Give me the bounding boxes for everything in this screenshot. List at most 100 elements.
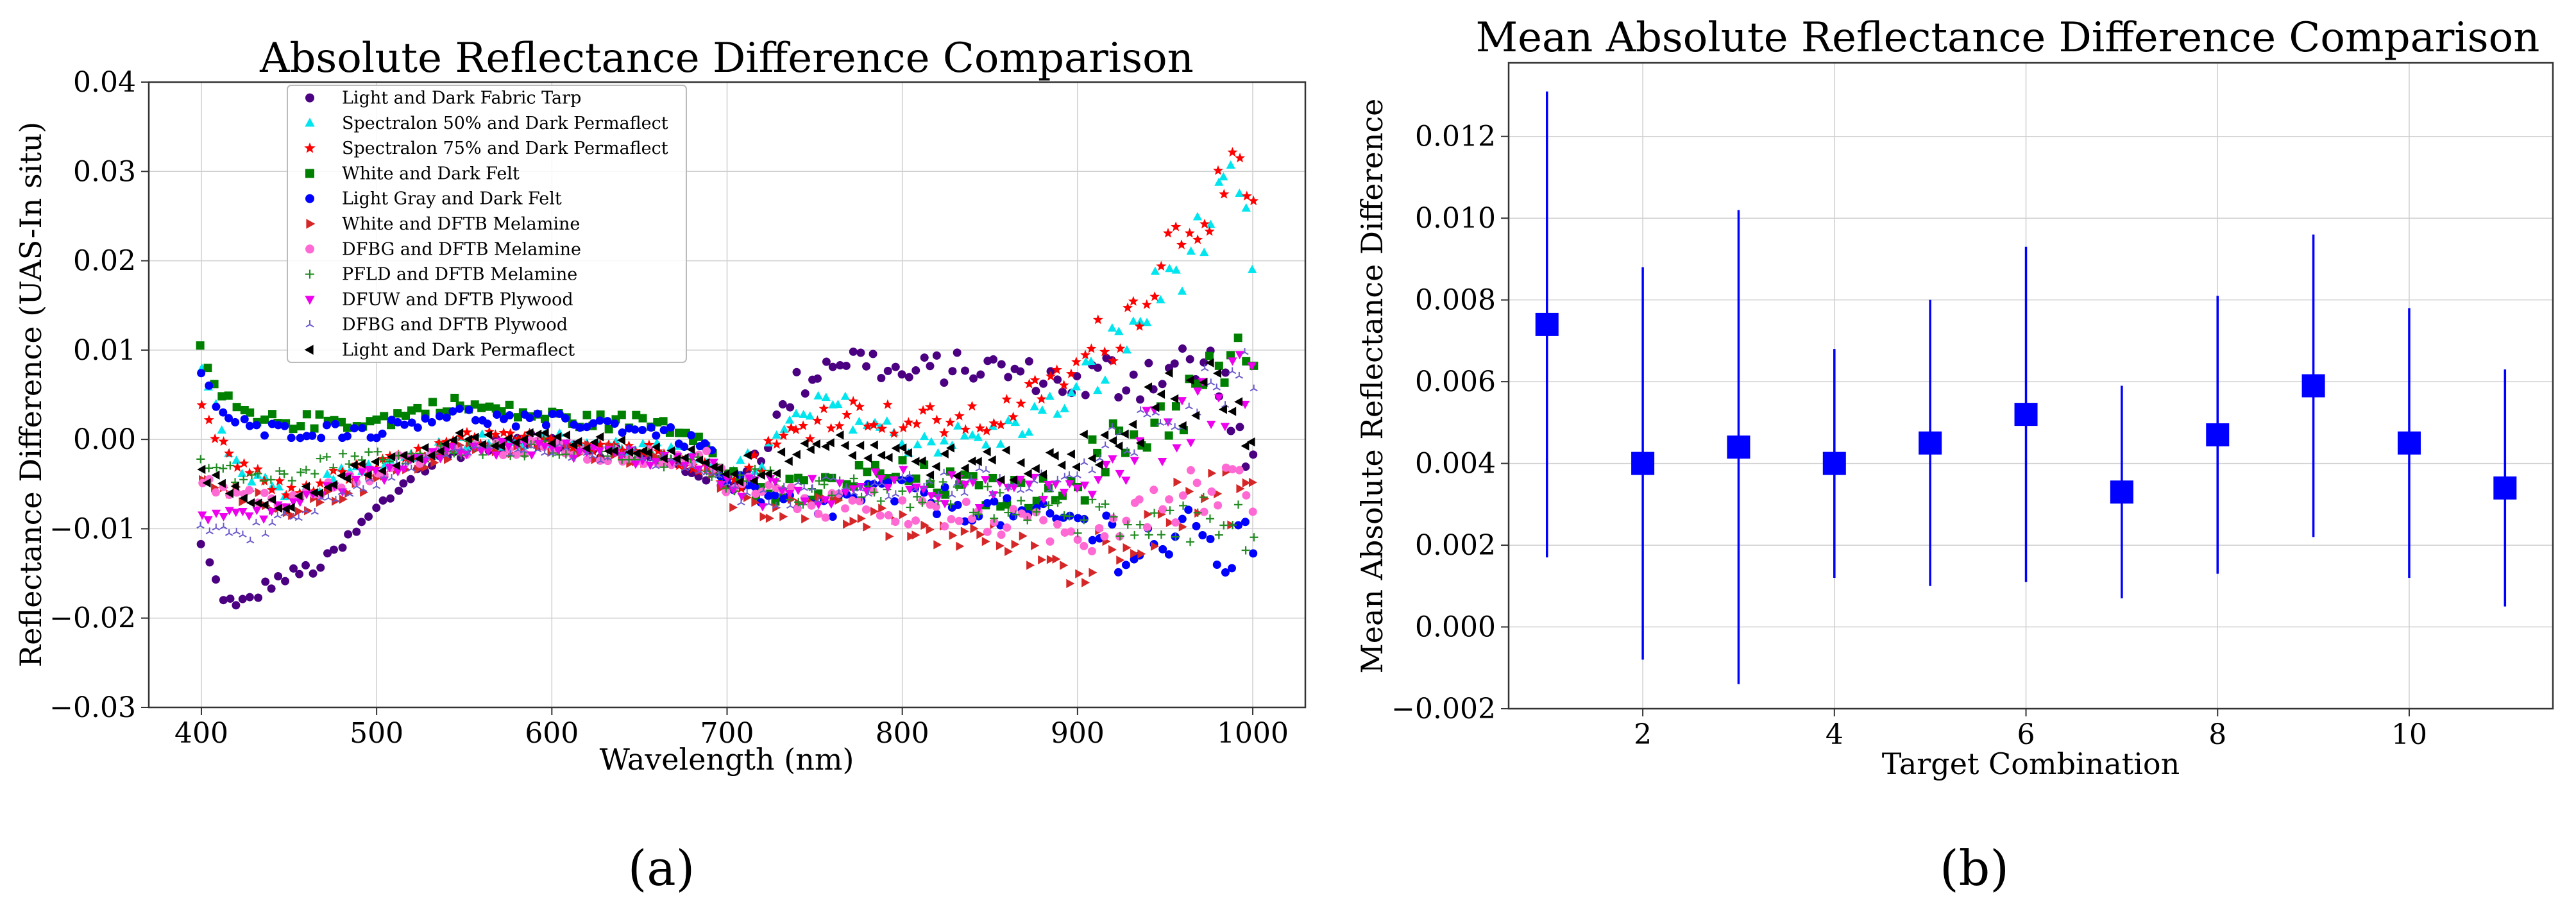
chart-a-point (952, 471, 961, 481)
chart-a-point (1039, 379, 1048, 388)
chart-a-point (996, 475, 1005, 485)
chart-a-point (541, 449, 549, 456)
chart-a-point (801, 389, 809, 398)
chart-a-point (842, 409, 852, 419)
chart-a-point (715, 464, 724, 473)
chart-a-point (889, 476, 899, 485)
chart-a-point (926, 477, 935, 486)
chart-a-point (1134, 321, 1145, 331)
chart-a-point (232, 601, 241, 610)
chart-a-point (1214, 361, 1223, 370)
chart-a-point (1003, 500, 1012, 509)
chart-a-point (1046, 537, 1055, 546)
chart-a-point (430, 458, 439, 468)
chart-a-point (357, 518, 366, 527)
chart-a-point (891, 443, 900, 453)
chart-a-point (1024, 378, 1035, 389)
chart-a-point (849, 347, 858, 356)
chart-a-point (1071, 462, 1080, 472)
chart-a-point (784, 415, 795, 424)
chart-a-point (1151, 541, 1160, 551)
chart-a-point (378, 496, 387, 505)
chart-a-point (286, 503, 295, 512)
chart-a-y-tick-label: −0.01 (49, 512, 136, 545)
chart-a-point (1150, 418, 1159, 427)
chart-a-point (329, 463, 338, 472)
chart-a-point (444, 455, 453, 464)
chart-a-point (779, 424, 789, 433)
chart-a-point (238, 508, 248, 517)
chart-a-point (841, 504, 850, 513)
chart-a-point (1248, 195, 1259, 206)
chart-a-point (332, 496, 340, 503)
chart-a-point (309, 569, 318, 578)
chart-a-point (1157, 457, 1167, 466)
chart-a-point (246, 498, 255, 508)
chart-a-point (996, 439, 1006, 448)
chart-a-point (407, 464, 416, 472)
chart-a-point (827, 473, 836, 482)
chart-a-point (1144, 359, 1153, 367)
chart-a-point (196, 521, 205, 529)
chart-a-point (861, 505, 870, 514)
chart-a-point (534, 445, 542, 453)
chart-a-point (246, 536, 255, 544)
chart-a-point (926, 362, 935, 371)
chart-a-point (1214, 177, 1224, 186)
chart-a-point (877, 423, 888, 434)
chart-a-point (1072, 372, 1081, 381)
chart-a-point (310, 508, 319, 515)
chart-a-point (448, 407, 457, 416)
chart-a-point (455, 431, 466, 441)
chart-a-point (253, 469, 262, 478)
chart-a-point (813, 391, 823, 400)
chart-a-point (1016, 367, 1025, 376)
chart-a-point (913, 492, 922, 501)
chart-a-point (813, 501, 824, 510)
chart-a-point (1228, 357, 1237, 366)
chart-a-point (1233, 334, 1242, 342)
chart-a-point (836, 361, 845, 370)
chart-a-point (1171, 265, 1181, 274)
chart-a-point (756, 470, 765, 480)
chart-a-point (1228, 465, 1237, 474)
chart-a-point (1114, 326, 1124, 335)
chart-a-point (329, 480, 338, 490)
chart-a-point (212, 523, 220, 531)
chart-a-x-tick-label: 400 (174, 717, 228, 750)
chart-a-point (247, 471, 256, 480)
chart-a-point (898, 456, 907, 465)
chart-a-point (948, 367, 957, 376)
chart-a-point (1108, 419, 1117, 428)
chart-a-point (504, 443, 514, 452)
chart-a-point (533, 429, 542, 439)
chart-b-ticks: 2 4 6 8 10 −0.002 0.000 0.002 0.004 0.006 0.008 0.0… (1391, 121, 2427, 751)
chart-a-point (765, 499, 773, 507)
chart-a-point (882, 416, 892, 425)
chart-a-point (1023, 469, 1032, 478)
chart-a-point (855, 496, 864, 505)
chart-a-point (848, 396, 859, 406)
chart-a-legend-marker (304, 142, 316, 153)
chart-a-point (1046, 371, 1056, 381)
chart-a-point (737, 498, 745, 505)
chart-a-point (821, 513, 830, 522)
chart-a-point (876, 475, 886, 484)
chart-a-point (794, 478, 802, 486)
chart-a-point (771, 439, 782, 449)
chart-a-point (1088, 466, 1096, 474)
chart-a-point (716, 481, 726, 490)
chart-a-point (1032, 496, 1041, 505)
chart-a-point (1135, 495, 1144, 504)
chart-a-point (582, 423, 591, 432)
chart-a-point (296, 434, 305, 443)
chart-a-point (280, 469, 289, 478)
chart-a-point (296, 468, 305, 477)
chart-a-point (672, 454, 681, 464)
chart-a-point (198, 511, 207, 520)
chart-a-point (520, 434, 529, 444)
chart-a-point (919, 432, 929, 441)
chart-a-point (1101, 500, 1110, 509)
chart-a-point (301, 561, 310, 570)
chart-a-point (255, 487, 264, 497)
